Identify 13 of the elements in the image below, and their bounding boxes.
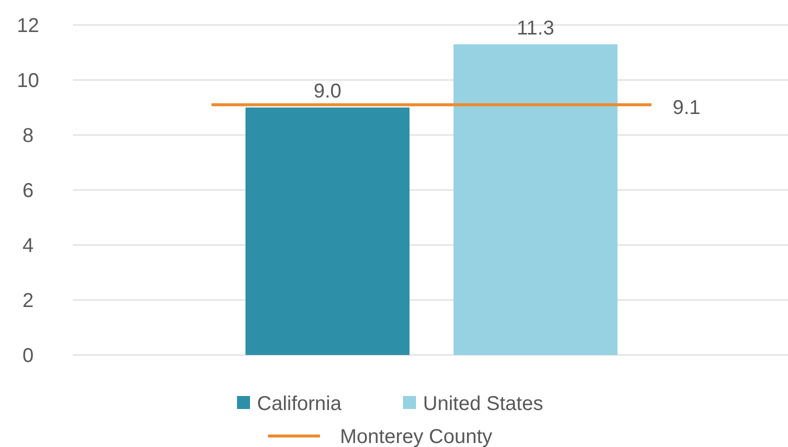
data-label: 11.3 — [516, 17, 554, 40]
legend-label: California — [257, 393, 342, 415]
legend-label: United States — [423, 393, 544, 415]
y-tick-label: 10 — [16, 70, 40, 92]
y-tick-label: 2 — [22, 290, 34, 312]
y-tick-label: 12 — [16, 15, 40, 37]
y-tick-label: 6 — [22, 180, 34, 202]
annotation: 9.1 — [672, 96, 700, 119]
data-label: 9.0 — [314, 80, 342, 102]
y-tick-label: 4 — [22, 235, 34, 257]
legend-label: Monterey County — [340, 426, 492, 447]
y-tick-label: 8 — [22, 125, 34, 147]
y-tick-label: 0 — [22, 345, 34, 367]
